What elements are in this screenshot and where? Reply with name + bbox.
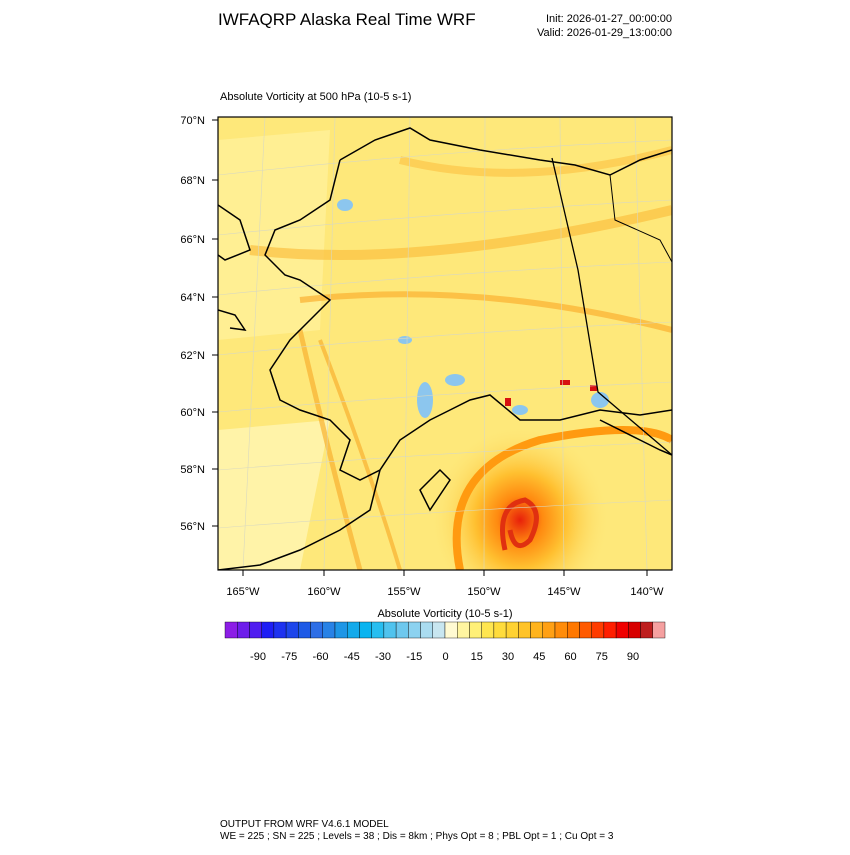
init-time: Init: 2026-01-27_00:00:00 [546,13,672,25]
lon-label: 165°W [226,586,260,598]
colorbar-swatch [371,621,385,639]
colorbar-label: -45 [344,651,360,663]
lon-label: 145°W [547,586,581,598]
colorbar-swatch [530,621,543,639]
colorbar-swatch [652,621,666,639]
colorbar-swatch [322,621,336,639]
colorbar-swatch [481,621,495,639]
lat-label: 58°N [180,464,205,476]
colorbar-label: 45 [533,651,545,663]
colorbar-swatch [334,621,348,639]
colorbar-swatch [224,621,238,639]
colorbar-label: -15 [406,651,422,663]
map-subtitle: Absolute Vorticity at 500 hPa (10-5 s-1) [220,91,411,103]
lon-label: 140°W [630,586,664,598]
colorbar-swatch [457,621,470,639]
border [609,174,672,263]
coastline [218,127,672,570]
colorbar-swatch [237,621,250,639]
colorbar-swatch [628,621,641,639]
colorbar-label: -90 [250,651,266,663]
map-frame [217,116,673,571]
map-field [218,117,672,570]
colorbar-label: 0 [442,651,448,663]
colorbar-swatch [249,621,262,639]
colorbar-swatch [554,621,568,639]
lat-label: 56°N [180,521,205,533]
colorbar-title: Absolute Vorticity (10-5 s-1) [377,608,512,620]
colorbar-swatch [261,621,275,639]
colorbar-swatch [298,621,311,639]
colorbar-label: 30 [502,651,514,663]
valid-time: Valid: 2026-01-29_13:00:00 [537,27,672,39]
colorbar-swatch [493,621,507,639]
colorbar-swatch [347,621,360,639]
lon-label: 160°W [307,586,341,598]
colorbar-swatch [432,621,446,639]
colorbar-swatch [444,621,458,639]
footer-line: WE = 225 ; SN = 225 ; Levels = 38 ; Dis … [220,831,614,842]
lat-label: 62°N [180,350,205,362]
lon-label: 155°W [387,586,421,598]
colorbar-swatch [420,621,433,639]
colorbar-swatch [640,621,653,639]
colorbar-swatch [591,621,605,639]
positive-vorticity [505,380,597,406]
colorbar-swatch [518,621,531,639]
lat-label: 70°N [180,115,205,127]
lat-label: 66°N [180,234,205,246]
colorbar-label: 15 [471,651,483,663]
colorbar-label: 60 [564,651,576,663]
colorbar: -90 -75 -60 -45 -30 -15 0 15 30 45 60 75 90 [224,621,666,663]
graticule [218,117,672,570]
colorbar-swatch [359,621,372,639]
colorbar-swatch [395,621,409,639]
colorbar-swatch [273,621,287,639]
colorbar-swatch [542,621,556,639]
border [551,157,672,456]
colorbar-swatch [567,621,580,639]
colorbar-swatch [505,621,519,639]
colorbar-swatch [383,621,397,639]
title: IWFAQRP Alaska Real Time WRF [218,10,476,29]
lon-label: 150°W [467,586,501,598]
colorbar-swatch [310,621,323,639]
colorbar-swatch [469,621,482,639]
colorbar-swatch [603,621,617,639]
colorbar-label: -75 [281,651,297,663]
colorbar-label: -60 [313,651,329,663]
footer-line: OUTPUT FROM WRF V4.6.1 MODEL [220,819,389,830]
colorbar-label: -30 [375,651,391,663]
colorbar-label: 75 [596,651,608,663]
colorbar-label: 90 [627,651,639,663]
lat-label: 60°N [180,407,205,419]
lat-label: 68°N [180,175,205,187]
lat-label: 64°N [180,292,205,304]
colorbar-swatch [579,621,592,639]
colorbar-swatch [285,621,299,639]
colorbar-swatch [408,621,421,639]
colorbar-swatch [615,621,629,639]
axes: 70°N 68°N 66°N 64°N 62°N 60°N 58°N 56°N 165°W 160… [180,115,664,598]
